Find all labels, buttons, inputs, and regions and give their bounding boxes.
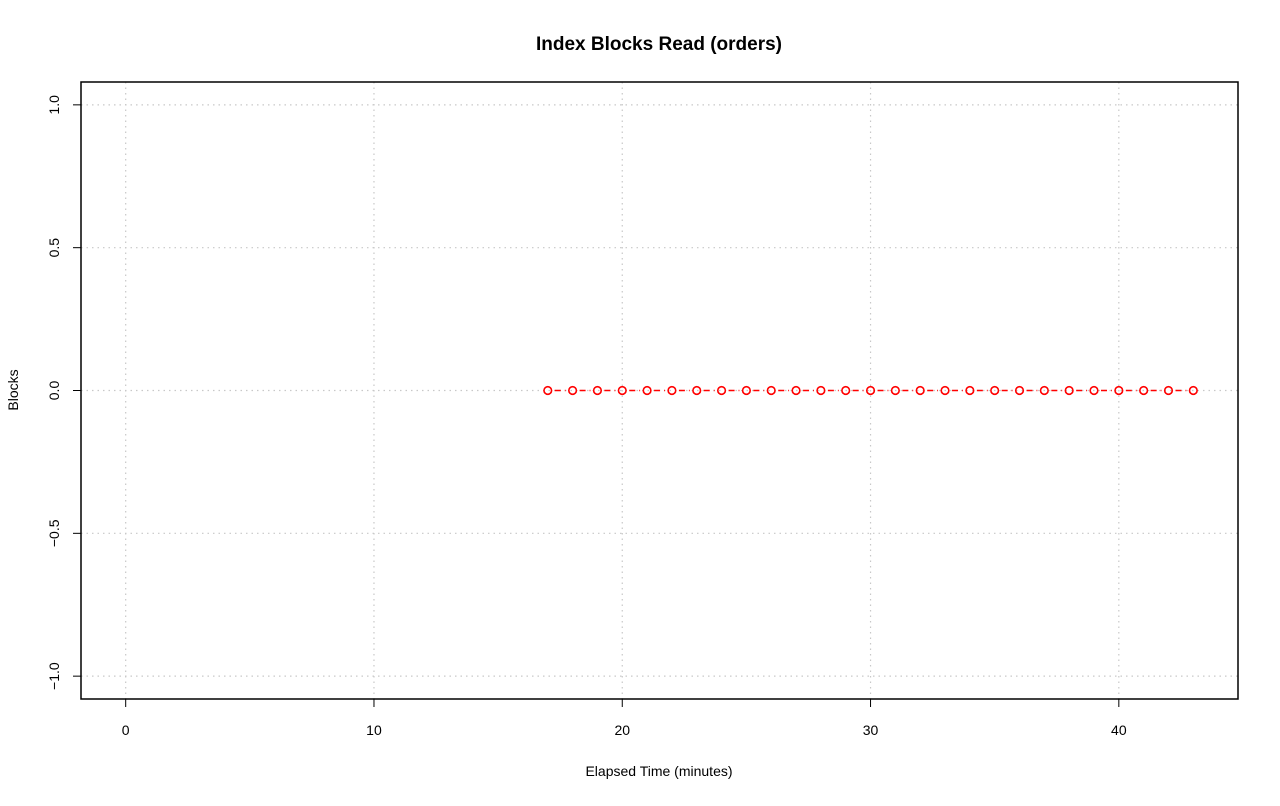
x-tick-label: 40 (1111, 722, 1127, 738)
data-point (791, 385, 801, 396)
y-tick-label: 0.5 (46, 238, 62, 258)
data-point (1114, 385, 1124, 396)
data-point (890, 385, 900, 396)
data-point (816, 385, 826, 396)
series-layer (543, 385, 1198, 396)
x-tick-label: 30 (863, 722, 879, 738)
data-point (915, 385, 925, 396)
y-tick-label: 0.0 (46, 381, 62, 401)
data-point (1014, 385, 1025, 396)
data-point (667, 385, 677, 396)
data-point (865, 385, 876, 396)
x-tick-label: 0 (122, 722, 130, 738)
data-point (990, 385, 1000, 396)
data-point (741, 385, 751, 396)
chart-title: Index Blocks Read (orders) (536, 34, 782, 55)
x-axis-label: Elapsed Time (minutes) (585, 763, 732, 779)
data-point (940, 385, 950, 396)
y-axis-label: Blocks (5, 369, 21, 410)
grid-lines (81, 82, 1238, 699)
data-point (543, 385, 553, 396)
y-tick-label: −0.5 (46, 519, 62, 547)
data-point (642, 385, 652, 396)
data-point (592, 385, 603, 396)
y-tick-label: −1.0 (46, 662, 62, 690)
y-tick-label: 1.0 (46, 95, 62, 115)
x-tick-label: 10 (366, 722, 382, 738)
data-point (716, 385, 727, 396)
data-point (965, 385, 975, 396)
x-axis: 0 10 20 30 40 (122, 699, 1127, 738)
data-point (1188, 385, 1198, 396)
data-point (1139, 385, 1149, 396)
data-point (1089, 385, 1099, 396)
data-point (1064, 385, 1074, 396)
data-point (692, 385, 702, 396)
data-point (617, 385, 627, 396)
data-point (1039, 385, 1049, 396)
data-point (766, 385, 776, 396)
data-point (1163, 385, 1174, 396)
x-tick-label: 20 (614, 722, 630, 738)
data-point (841, 385, 851, 396)
data-point (568, 385, 578, 396)
y-axis: −1.0 −0.5 0.0 0.5 1.0 (46, 95, 81, 690)
